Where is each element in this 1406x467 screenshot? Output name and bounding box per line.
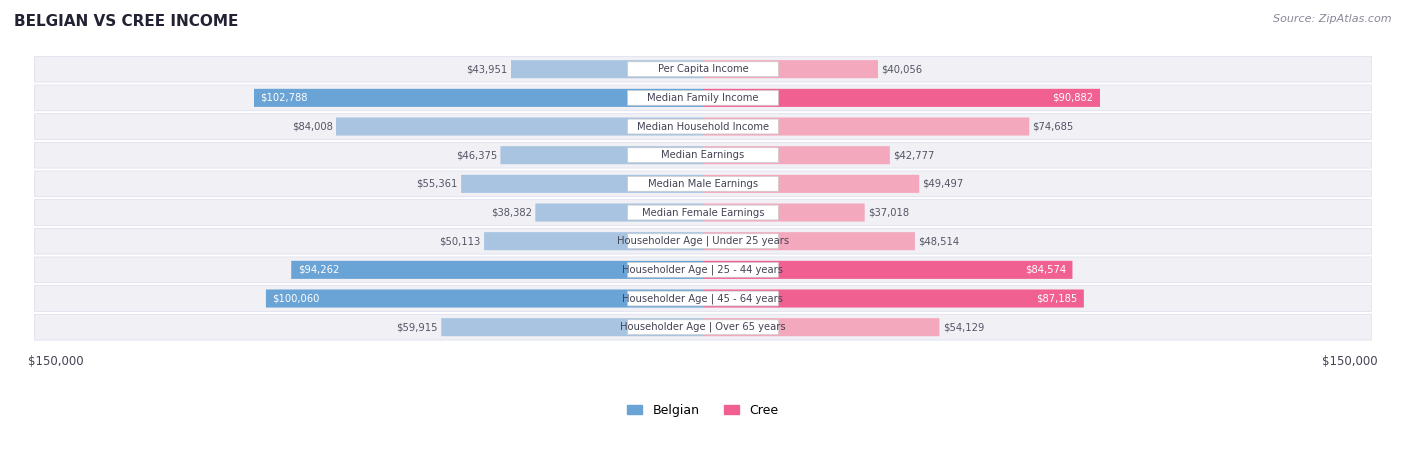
FancyBboxPatch shape <box>627 177 779 191</box>
Text: $90,882: $90,882 <box>1052 93 1094 103</box>
FancyBboxPatch shape <box>35 228 1371 254</box>
Text: Median Male Earnings: Median Male Earnings <box>648 179 758 189</box>
FancyBboxPatch shape <box>627 234 779 248</box>
Text: $84,574: $84,574 <box>1025 265 1066 275</box>
FancyBboxPatch shape <box>627 91 779 105</box>
FancyBboxPatch shape <box>703 232 915 250</box>
Text: $54,129: $54,129 <box>943 322 984 332</box>
FancyBboxPatch shape <box>627 119 779 134</box>
Text: Householder Age | 45 - 64 years: Householder Age | 45 - 64 years <box>623 293 783 304</box>
Text: $37,018: $37,018 <box>868 207 910 218</box>
FancyBboxPatch shape <box>703 318 939 336</box>
Text: $84,008: $84,008 <box>292 121 333 132</box>
Text: Per Capita Income: Per Capita Income <box>658 64 748 74</box>
Text: $100,060: $100,060 <box>273 294 319 304</box>
Text: BELGIAN VS CREE INCOME: BELGIAN VS CREE INCOME <box>14 14 239 29</box>
FancyBboxPatch shape <box>703 290 1084 308</box>
FancyBboxPatch shape <box>35 286 1371 311</box>
Text: $102,788: $102,788 <box>260 93 308 103</box>
FancyBboxPatch shape <box>35 314 1371 340</box>
Text: Householder Age | Over 65 years: Householder Age | Over 65 years <box>620 322 786 333</box>
Text: Median Family Income: Median Family Income <box>647 93 759 103</box>
FancyBboxPatch shape <box>254 89 703 107</box>
FancyBboxPatch shape <box>291 261 703 279</box>
FancyBboxPatch shape <box>35 257 1371 283</box>
FancyBboxPatch shape <box>441 318 703 336</box>
Text: $87,185: $87,185 <box>1036 294 1077 304</box>
Text: $49,497: $49,497 <box>922 179 963 189</box>
Text: $46,375: $46,375 <box>456 150 498 160</box>
Text: Median Household Income: Median Household Income <box>637 121 769 132</box>
FancyBboxPatch shape <box>627 320 779 334</box>
Text: $74,685: $74,685 <box>1032 121 1074 132</box>
FancyBboxPatch shape <box>35 85 1371 111</box>
FancyBboxPatch shape <box>510 60 703 78</box>
Text: $150,000: $150,000 <box>28 355 84 368</box>
FancyBboxPatch shape <box>703 175 920 193</box>
FancyBboxPatch shape <box>35 142 1371 168</box>
Text: Householder Age | Under 25 years: Householder Age | Under 25 years <box>617 236 789 247</box>
FancyBboxPatch shape <box>703 204 865 221</box>
Legend: Belgian, Cree: Belgian, Cree <box>623 399 783 422</box>
FancyBboxPatch shape <box>35 199 1371 226</box>
FancyBboxPatch shape <box>35 113 1371 140</box>
FancyBboxPatch shape <box>627 205 779 220</box>
Text: $94,262: $94,262 <box>298 265 339 275</box>
FancyBboxPatch shape <box>35 57 1371 82</box>
FancyBboxPatch shape <box>627 262 779 277</box>
FancyBboxPatch shape <box>336 118 703 135</box>
FancyBboxPatch shape <box>461 175 703 193</box>
FancyBboxPatch shape <box>703 60 877 78</box>
Text: $50,113: $50,113 <box>440 236 481 246</box>
Text: Median Earnings: Median Earnings <box>661 150 745 160</box>
Text: $150,000: $150,000 <box>1322 355 1378 368</box>
Text: $42,777: $42,777 <box>893 150 935 160</box>
FancyBboxPatch shape <box>484 232 703 250</box>
FancyBboxPatch shape <box>501 146 703 164</box>
Text: Householder Age | 25 - 44 years: Householder Age | 25 - 44 years <box>623 265 783 275</box>
Text: $55,361: $55,361 <box>416 179 458 189</box>
Text: Median Female Earnings: Median Female Earnings <box>641 207 765 218</box>
FancyBboxPatch shape <box>266 290 703 308</box>
Text: $48,514: $48,514 <box>918 236 959 246</box>
FancyBboxPatch shape <box>35 171 1371 197</box>
FancyBboxPatch shape <box>536 204 703 221</box>
FancyBboxPatch shape <box>703 118 1029 135</box>
Text: Source: ZipAtlas.com: Source: ZipAtlas.com <box>1274 14 1392 24</box>
FancyBboxPatch shape <box>627 62 779 77</box>
Text: $59,915: $59,915 <box>396 322 439 332</box>
Text: $38,382: $38,382 <box>491 207 531 218</box>
FancyBboxPatch shape <box>627 148 779 163</box>
FancyBboxPatch shape <box>703 146 890 164</box>
Text: $43,951: $43,951 <box>467 64 508 74</box>
FancyBboxPatch shape <box>703 89 1099 107</box>
FancyBboxPatch shape <box>627 291 779 306</box>
FancyBboxPatch shape <box>703 261 1073 279</box>
Text: $40,056: $40,056 <box>882 64 922 74</box>
